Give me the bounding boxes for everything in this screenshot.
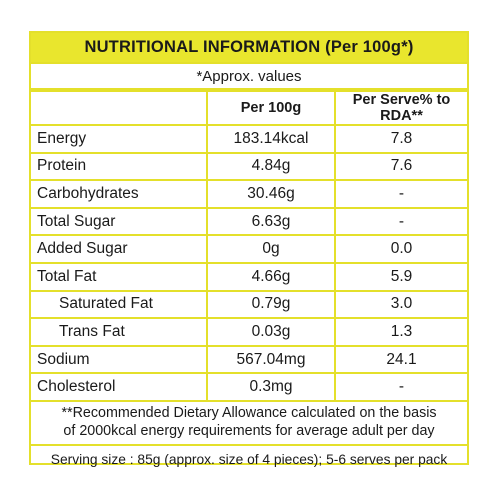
nutrition-table: Per 100g Per Serve% to RDA** Energy 183.… <box>31 90 467 402</box>
header-blank <box>31 90 208 126</box>
per-100g-value: 183.14kcal <box>206 124 336 154</box>
per-serve-value: 1.3 <box>334 317 467 347</box>
nutrient-name: Carbohydrates <box>31 179 208 209</box>
per-serve-value: - <box>334 372 467 402</box>
table-row: Energy 183.14kcal 7.8 <box>31 124 467 154</box>
per-100g-value: 4.66g <box>206 261 336 292</box>
table-row: Protein 4.84g 7.6 <box>31 151 467 182</box>
table-row: Saturated Fat 0.79g 3.0 <box>31 289 467 320</box>
per-100g-value: 0.3mg <box>206 372 336 402</box>
per-100g-value: 6.63g <box>206 206 336 237</box>
label-title: NUTRITIONAL INFORMATION (Per 100g*) <box>31 33 467 64</box>
per-serve-value: - <box>334 206 467 237</box>
header-per-serve: Per Serve% to RDA** <box>334 90 467 126</box>
footnote-line: of 2000kcal energy requirements for aver… <box>63 423 435 440</box>
rda-footnote: **Recommended Dietary Allowance calculat… <box>31 402 467 446</box>
header-per-100g: Per 100g <box>206 90 336 126</box>
nutrient-name: Saturated Fat <box>31 289 208 320</box>
serving-size: Serving size : 85g (approx. size of 4 pi… <box>50 452 448 468</box>
per-serve-value: - <box>334 179 467 209</box>
per-serve-value: 24.1 <box>334 344 467 375</box>
table-row: Cholesterol 0.3mg - <box>31 372 467 402</box>
table-row: Added Sugar 0g 0.0 <box>31 234 467 264</box>
table-row: Sodium 567.04mg 24.1 <box>31 344 467 375</box>
per-serve-value: 0.0 <box>334 234 467 264</box>
per-100g-value: 0.79g <box>206 289 336 320</box>
table-row: Carbohydrates 30.46g - <box>31 179 467 209</box>
nutrient-name: Protein <box>31 151 208 182</box>
nutrient-name: Sodium <box>31 344 208 375</box>
nutrient-name: Added Sugar <box>31 234 208 264</box>
nutrient-name: Energy <box>31 124 208 154</box>
nutrient-name: Cholesterol <box>31 372 208 402</box>
per-serve-value: 3.0 <box>334 289 467 320</box>
nutrient-name: Total Fat <box>31 261 208 292</box>
nutrient-name: Total Sugar <box>31 206 208 237</box>
nutrient-name: Trans Fat <box>31 317 208 347</box>
table-row: Total Fat 4.66g 5.9 <box>31 261 467 292</box>
table-row: Total Sugar 6.63g - <box>31 206 467 237</box>
table-row: Trans Fat 0.03g 1.3 <box>31 317 467 347</box>
per-100g-value: 0.03g <box>206 317 336 347</box>
per-serve-value: 7.6 <box>334 151 467 182</box>
approx-note: *Approx. values <box>31 64 467 90</box>
footnote-line: **Recommended Dietary Allowance calculat… <box>61 404 437 421</box>
nutrition-label: NUTRITIONAL INFORMATION (Per 100g*) *App… <box>29 31 469 467</box>
per-serve-value: 5.9 <box>334 261 467 292</box>
per-100g-value: 0g <box>206 234 336 264</box>
per-100g-value: 567.04mg <box>206 344 336 375</box>
per-serve-value: 7.8 <box>334 124 467 154</box>
table-body: Energy 183.14kcal 7.8 Protein 4.84g 7.6 … <box>31 124 467 402</box>
per-100g-value: 30.46g <box>206 179 336 209</box>
per-100g-value: 4.84g <box>206 151 336 182</box>
table-header-row: Per 100g Per Serve% to RDA** <box>31 90 467 126</box>
